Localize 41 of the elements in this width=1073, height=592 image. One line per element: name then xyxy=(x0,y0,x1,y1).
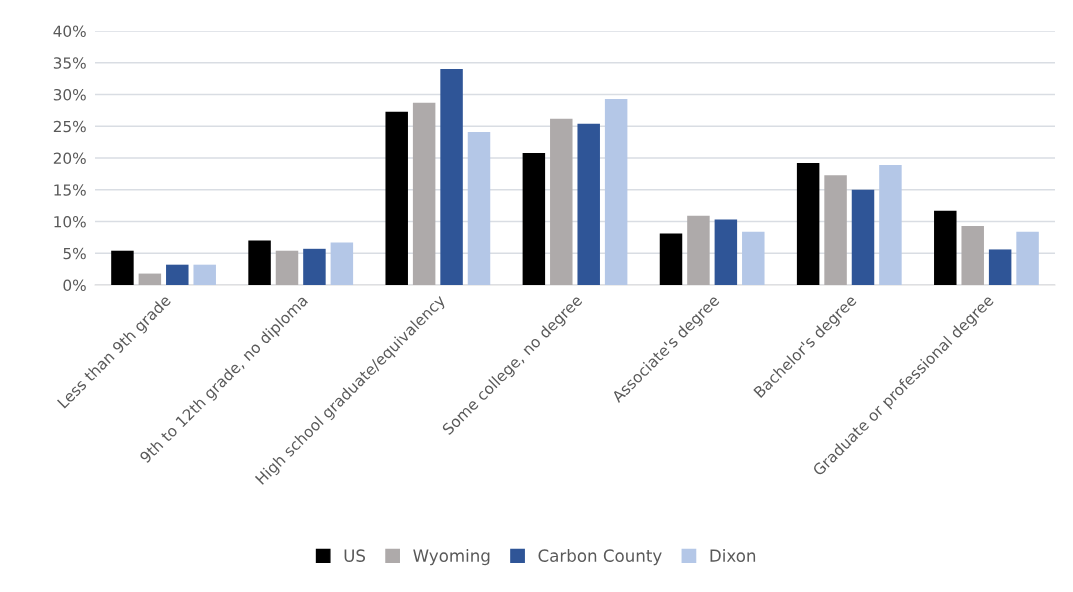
bar xyxy=(248,240,271,285)
bar xyxy=(714,219,738,285)
bar xyxy=(275,250,299,285)
bar xyxy=(879,164,902,285)
bar xyxy=(961,225,984,285)
bar xyxy=(330,242,354,285)
bar xyxy=(934,210,957,285)
y-tick-label: 25% xyxy=(53,120,86,133)
y-tick-label: 35% xyxy=(53,57,86,69)
bar xyxy=(851,189,875,285)
bar xyxy=(138,273,162,285)
y-tick-label: 0% xyxy=(63,279,86,292)
y-tick-label: 40% xyxy=(53,25,86,38)
y-tick-label: 5% xyxy=(63,247,86,260)
legend-label: US xyxy=(344,549,366,562)
bar xyxy=(1016,231,1039,285)
bar xyxy=(440,69,463,285)
bar xyxy=(742,231,765,285)
bar xyxy=(522,152,546,285)
y-tick-label: 30% xyxy=(53,88,86,101)
bar xyxy=(111,250,134,285)
bar xyxy=(166,264,189,285)
legend-label: Dixon xyxy=(710,549,756,562)
bar xyxy=(303,248,326,285)
bar xyxy=(604,98,628,285)
bar xyxy=(988,249,1012,285)
bar xyxy=(550,118,573,285)
legend-label: Wyoming xyxy=(413,549,490,566)
bar xyxy=(385,111,408,285)
bar xyxy=(824,175,847,285)
bar xyxy=(687,215,710,285)
y-tick-label: 10% xyxy=(54,215,86,228)
bar xyxy=(193,264,216,285)
bar xyxy=(577,123,600,285)
legend-label: Carbon County xyxy=(538,549,662,566)
bar xyxy=(467,131,491,285)
bar xyxy=(659,233,683,285)
y-tick-label: 15% xyxy=(54,184,86,196)
y-tick-label: 20% xyxy=(53,152,86,165)
bar xyxy=(796,163,820,285)
bar xyxy=(412,102,436,285)
